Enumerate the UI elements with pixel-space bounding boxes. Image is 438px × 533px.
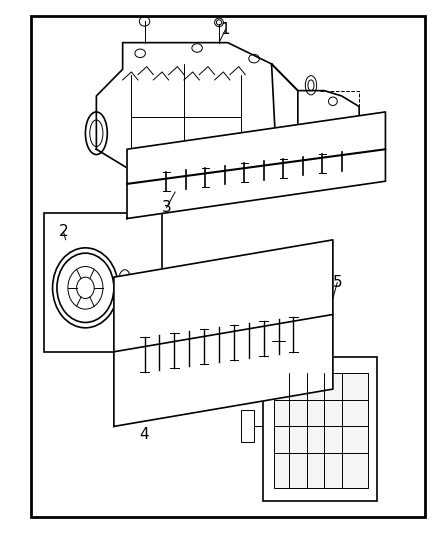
Bar	[274, 373, 368, 488]
Bar	[44, 213, 162, 352]
Bar	[318, 352, 328, 373]
Bar	[283, 352, 293, 373]
Text: 2: 2	[59, 224, 68, 239]
Text: 1: 1	[221, 22, 230, 37]
Bar	[300, 352, 311, 373]
Text: 5: 5	[332, 275, 342, 290]
Bar	[263, 357, 377, 501]
Bar	[241, 410, 254, 442]
Polygon shape	[114, 240, 333, 426]
Text: 4: 4	[140, 427, 149, 442]
Polygon shape	[127, 112, 385, 219]
Text: 3: 3	[162, 200, 171, 215]
